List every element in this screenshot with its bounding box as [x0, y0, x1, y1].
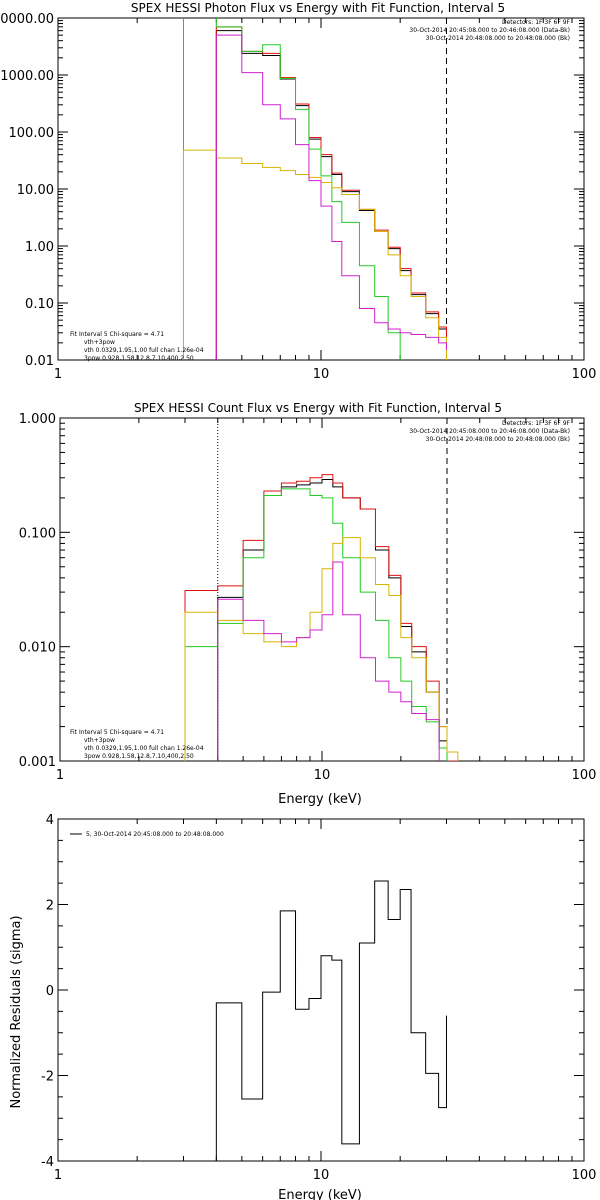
count-flux-panel: SPEX HESSI Count Flux vs Energy with Fit… — [19, 401, 597, 807]
count-flux-header-bk: 30-Oct-2014 20:48:08.000 to 20:48:08.000… — [426, 436, 570, 443]
count-flux-series-bk — [217, 561, 440, 761]
count-flux-plot-area: 1 10 100 0.001 0.010 0.100 1.000 — [19, 412, 597, 783]
photon-flux-header-bk: 30-Oct-2014 20:48:08.000 to 20:48:08.000… — [426, 35, 570, 42]
count-flux-ytick-label: 0.010 — [19, 641, 56, 656]
photon-flux-fit-vth: vth 0.0329,1.95,1.00 full chan 1.26e-04 — [84, 347, 204, 354]
count-flux-series-vth — [184, 488, 448, 761]
photon-flux-fit-interval: Fit Interval 5 Chi-square = 4.71 — [70, 331, 164, 338]
residuals-ytick-label: 0 — [46, 984, 54, 999]
photon-flux-ytick-label: 1.00 — [25, 240, 54, 255]
count-flux-fit-3pow: 3pow 0.928,1.58,12.8,7.10,400,2.50 — [84, 753, 194, 760]
count-flux-xlabel: Energy (keV) — [278, 792, 362, 807]
photon-flux-title: SPEX HESSI Photon Flux vs Energy with Fi… — [131, 1, 505, 15]
photon-flux-ytick-label: 1000.00 — [0, 69, 54, 84]
photon-flux-header-detectors: Detectors: 1F 3F 6F 9F — [502, 19, 571, 26]
residuals-xtick-label: 1 — [54, 1168, 62, 1183]
count-flux-ytick-label: 0.001 — [19, 755, 56, 770]
photon-flux-series-group — [182, 18, 447, 360]
photon-flux-ytick-label: 10.00 — [17, 183, 54, 198]
count-flux-ytick-label: 1.000 — [19, 412, 56, 427]
photon-flux-xtick-label: 100 — [572, 367, 597, 382]
count-flux-xtick-label: 100 — [572, 768, 597, 783]
residuals-legend-label: 5, 30-Oct-2014 20:45:08.000 to 20:48:08.… — [86, 831, 224, 838]
count-flux-header-detectors: Detectors: 1F 3F 6F 9F — [502, 420, 571, 427]
residuals-series-group — [215, 880, 447, 1161]
photon-flux-ytick-label: 0000.00 — [0, 12, 54, 27]
photon-flux-header-databk: 30-Oct-2014 20:45:08.000 to 20:46:08.000… — [409, 27, 570, 34]
photon-flux-ytick-label: 0.10 — [25, 297, 54, 312]
residuals-xlabel: Energy (keV) — [278, 1188, 362, 1200]
photon-flux-xtick-label: 10 — [313, 367, 330, 382]
photon-flux-plot-area: 1 10 100 0.01 0.10 1.00 10.00 100.00 1000.00 0000… — [0, 12, 597, 382]
photon-flux-fit-model: vth+3pow — [84, 339, 115, 346]
count-flux-xtick-label: 10 — [314, 768, 331, 783]
residuals-ytick-label: -4 — [41, 1155, 54, 1170]
photon-flux-ytick-label: 100.00 — [9, 126, 55, 141]
residuals-ylabel: Normalized Residuals (sigma) — [9, 915, 24, 1108]
photon-flux-fit-3pow: 3pow 0.928,1.58,12.8,7.10,400,2.50 — [84, 355, 194, 362]
photon-flux-ytick-label: 0.01 — [25, 354, 54, 369]
count-flux-ytick-label: 0.100 — [19, 526, 56, 541]
photon-flux-xtick-label: 1 — [54, 367, 62, 382]
residuals-series-resid — [215, 880, 447, 1161]
count-flux-fit-interval: Fit Interval 5 Chi-square = 4.71 — [70, 729, 164, 736]
photon-flux-series-bpow — [182, 149, 447, 360]
photon-flux-panel: SPEX HESSI Photon Flux vs Energy with Fi… — [0, 1, 597, 382]
count-flux-series-bpow — [184, 537, 459, 761]
residuals-ytick-label: 2 — [46, 899, 54, 914]
count-flux-fit-model: vth+3pow — [84, 737, 115, 744]
count-flux-xtick-label: 1 — [56, 768, 64, 783]
photon-flux-series-vth — [182, 18, 401, 360]
residuals-xtick-label: 100 — [572, 1168, 597, 1183]
residuals-xtick-label: 10 — [313, 1168, 330, 1183]
count-flux-fit-vth: vth 0.0329,1.95,1.00 full chan 1.26e-04 — [84, 745, 204, 752]
residuals-ytick-label: 4 — [46, 813, 54, 828]
photon-flux-series-total — [215, 26, 447, 360]
photon-flux-series-bk — [215, 34, 447, 360]
count-flux-title: SPEX HESSI Count Flux vs Energy with Fit… — [134, 401, 502, 415]
count-flux-series-data — [217, 478, 448, 761]
residuals-plot-area: 1 10 100 -4 -2 0 2 4 — [41, 813, 597, 1183]
residuals-ytick-label: -2 — [41, 1070, 54, 1085]
count-flux-header-databk: 30-Oct-2014 20:45:08.000 to 20:46:08.000… — [409, 428, 570, 435]
count-flux-series-group — [184, 418, 459, 761]
residuals-panel: 1 10 100 -4 -2 0 2 4 5, 30-Oct-2014 20:45:08.00… — [9, 813, 596, 1200]
